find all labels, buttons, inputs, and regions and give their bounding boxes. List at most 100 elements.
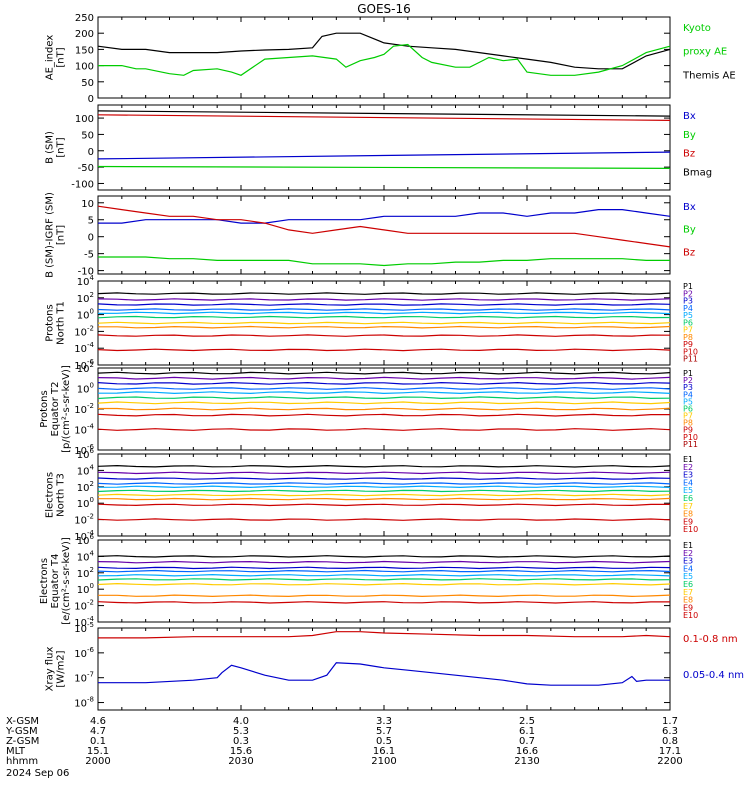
series-p9-line: [97, 334, 671, 337]
legend-label: E7: [683, 588, 693, 597]
footer-value: 2.5: [519, 716, 535, 727]
footer-value: 2130: [514, 756, 539, 767]
y-tick-label: 10: [81, 199, 94, 210]
legend-label: P8: [683, 419, 693, 428]
y-tick-label: 10-4: [74, 423, 94, 437]
series-e2-line: [97, 471, 671, 475]
legend-label: P6: [683, 318, 693, 327]
y-tick-label: -100: [71, 179, 94, 190]
y-tick-label: 102: [77, 480, 94, 494]
panel-frame: [97, 16, 671, 99]
y-tick-label: 0: [88, 233, 94, 244]
legend-label: P7: [683, 326, 693, 335]
series-p4-line: [97, 308, 671, 311]
y-tick-label: 10-2: [74, 513, 94, 527]
footer-value: 0.5: [376, 736, 392, 747]
y-axis-label: [nT]: [56, 47, 67, 67]
series-bz-line: [97, 205, 671, 248]
y-tick-label: 106: [77, 447, 95, 461]
legend-label: P4: [683, 390, 693, 399]
legend-label: P3: [683, 383, 693, 392]
series-p8-line: [98, 407, 671, 411]
y-tick-label: 102: [77, 361, 94, 375]
y-tick-label: 5: [88, 216, 94, 227]
footer-value: 2100: [371, 756, 396, 767]
legend-label: 0.05-0.4 nm: [683, 670, 744, 681]
legend-label: E4: [683, 478, 693, 487]
legend-label: E2: [683, 463, 693, 472]
legend-label: E9: [683, 517, 693, 526]
y-axis-label: AE_index: [45, 35, 56, 81]
legend-label: P5: [683, 397, 693, 406]
y-axis-label: [W/m2]: [56, 650, 67, 687]
legend-label: By: [683, 130, 696, 141]
series-p9-line: [97, 413, 670, 417]
footer-value: 2200: [657, 756, 682, 767]
legend-label: E5: [683, 486, 693, 495]
legend-label: E1: [683, 455, 693, 464]
y-tick-label: 10-8: [74, 696, 94, 710]
y-tick-label: 50: [81, 78, 94, 89]
footer-value: 0.1: [90, 736, 106, 747]
series-p6-line: [97, 315, 671, 319]
footer-row-label: hhmm: [6, 756, 38, 767]
series-e1-line: [97, 555, 671, 558]
legend-label: P7: [683, 412, 693, 421]
legend-label: P3: [683, 297, 693, 306]
legend-label: P2: [683, 376, 693, 385]
panel-frame: [97, 627, 671, 711]
y-tick-label: 106: [77, 533, 95, 547]
series-e1-line: [97, 464, 671, 468]
y-tick-label: 10-4: [74, 615, 94, 629]
y-tick-label: 100: [77, 582, 94, 596]
legend-label: P1: [683, 369, 693, 378]
y-axis-label: Xray flux: [45, 647, 56, 692]
series-e6-line: [97, 489, 671, 493]
y-tick-label: 10-4: [74, 529, 94, 543]
y-axis-label: Protons: [45, 304, 56, 341]
y-axis-label: Electrons: [45, 472, 56, 518]
y-tick-label: -5: [84, 250, 94, 261]
legend-label: Bz: [683, 149, 695, 160]
legend-label: E4: [683, 564, 693, 573]
series-0-1-0-8-nm-line: [98, 631, 671, 639]
legend-label: P9: [683, 426, 693, 435]
series-e7-line: [97, 493, 671, 497]
legend-label: Themis AE: [682, 70, 736, 81]
y-tick-label: 10-2: [74, 599, 94, 613]
y-axis-label: Protons: [39, 390, 50, 427]
legend-label: P2: [683, 289, 693, 298]
legend-label: E6: [683, 580, 693, 589]
y-axis-label: North T1: [56, 301, 67, 345]
legend-label: P6: [683, 404, 693, 413]
series-e3-line: [97, 566, 671, 570]
legend-label: P11: [683, 440, 698, 449]
panel-protons-t1: 104 102 100 10-2 10-4 10-6 Protons North T1 P1P2…: [45, 274, 699, 372]
series-e7-line: [97, 582, 671, 586]
y-tick-label: 102: [77, 566, 94, 580]
y-tick-label: -50: [78, 163, 94, 174]
series-e6-line: [97, 578, 671, 581]
panel-bsm: -100 -50 0 50 100 B (SM) [nT] Bx By Bz Bmag: [45, 104, 712, 191]
legend-label: E8: [683, 510, 693, 519]
panel-xray: 10-5 10-6 10-7 10-8 Xray flux [W/m2] 0.1-0.8 n…: [45, 621, 744, 711]
series-e8-line: [98, 594, 671, 598]
y-tick-label: 10-2: [74, 402, 94, 416]
legend-label: P1: [683, 282, 693, 291]
y-axis-label: [e/(cm²-s-sr-keV)]: [61, 537, 72, 625]
footer-value: 15.6: [230, 746, 252, 757]
series-e5-line: [97, 573, 671, 577]
y-axis-label: B (SM)-IGRF (SM): [45, 192, 56, 278]
legend-label: Bx: [683, 202, 696, 213]
series-e4-line: [97, 569, 671, 573]
legend-label: E7: [683, 502, 693, 511]
series-e9-line: [97, 503, 670, 507]
y-tick-label: 0: [88, 94, 94, 105]
series-p2-line: [97, 376, 671, 380]
series-e10-line: [97, 518, 671, 521]
legend-label: P10: [683, 433, 698, 442]
legend-label: E3: [683, 471, 693, 480]
legend-label: Bz: [683, 247, 695, 258]
y-tick-label: 150: [75, 45, 94, 56]
